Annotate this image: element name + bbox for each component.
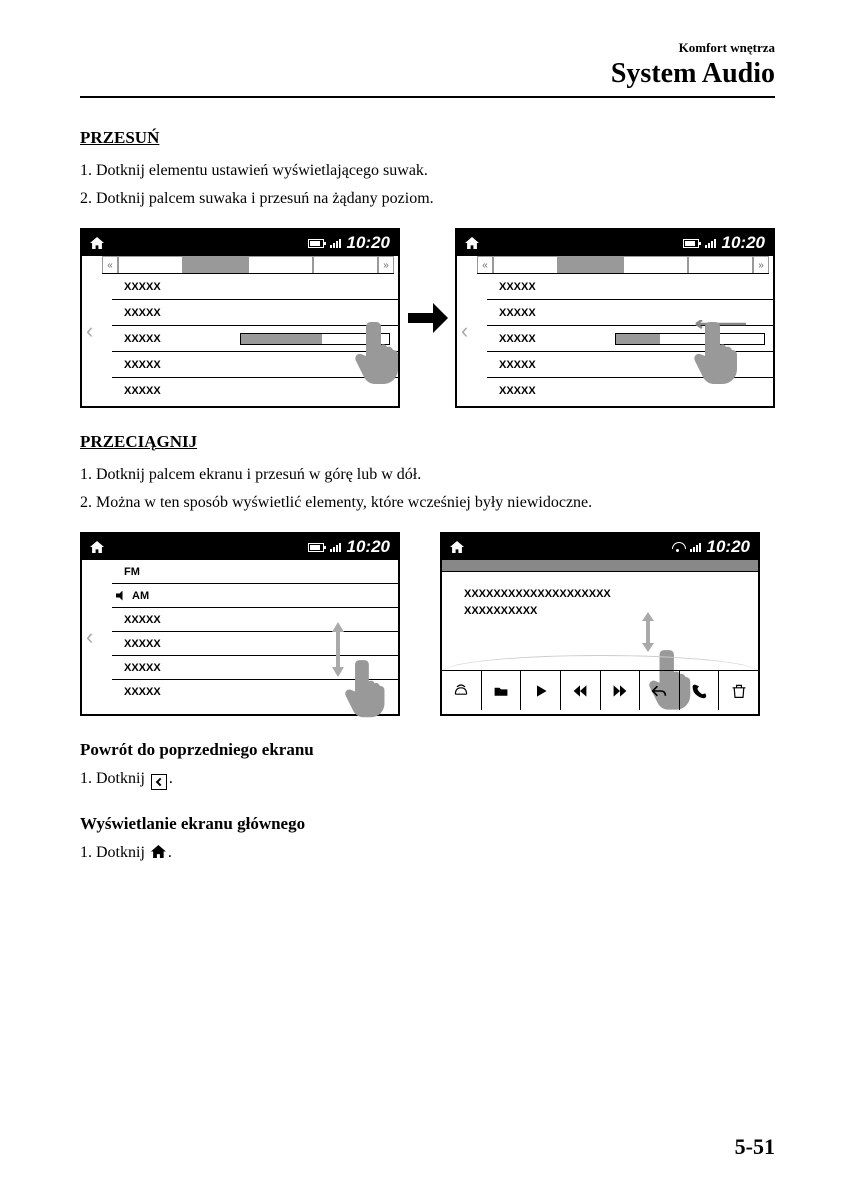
- breadcrumb: Komfort wnętrza: [80, 40, 775, 56]
- list-item: XXXXX: [112, 274, 398, 300]
- speaker-icon: [116, 591, 126, 601]
- section-drag-heading: PRZECIĄGNIJ: [80, 432, 775, 452]
- list-item: FM: [112, 560, 398, 584]
- signal-icon: [705, 239, 716, 248]
- status-bar: 10:20: [442, 534, 758, 560]
- play-button[interactable]: [521, 671, 561, 710]
- screen-slide-before: 10:20 « » ‹ XXXXX XXXXX XXXXX XXXX: [80, 228, 400, 408]
- screen-drag-list: 10:20 ‹ FM AM XXXXX XXXXX XXXXX XXXXX: [80, 532, 400, 716]
- page-header: Komfort wnętrza System Audio: [80, 40, 775, 98]
- home-step: 1. Dotknij .: [80, 844, 775, 862]
- transition-arrow-icon: [408, 303, 448, 333]
- home-icon[interactable]: [90, 541, 104, 553]
- drag-step-2: 2. Można w ten sposób wyświetlić element…: [80, 494, 775, 512]
- home-icon[interactable]: [465, 237, 479, 249]
- clock: 10:20: [722, 233, 765, 253]
- clock: 10:20: [347, 537, 390, 557]
- clock: 10:20: [707, 537, 750, 557]
- page-number: 5-51: [735, 1134, 775, 1160]
- screen-slide-after: 10:20 « » ‹ XXXXX XXXXX XXXXX: [455, 228, 775, 408]
- tab-strip[interactable]: « »: [477, 256, 769, 274]
- media-subtitle: XXXXXXXXXX: [464, 603, 758, 620]
- tab-strip[interactable]: « »: [102, 256, 394, 274]
- home-section-title: Wyświetlanie ekranu głównego: [80, 814, 775, 834]
- back-inline-icon: [151, 774, 167, 790]
- back-chevron-icon[interactable]: ‹: [86, 318, 93, 344]
- tab-prev-icon[interactable]: «: [477, 256, 493, 273]
- media-title: XXXXXXXXXXXXXXXXXXXX: [464, 586, 758, 603]
- media-controls: [442, 670, 758, 710]
- home-inline-icon: [151, 845, 166, 858]
- tab-prev-icon[interactable]: «: [102, 256, 118, 273]
- back-step: 1. Dotknij .: [80, 770, 775, 790]
- tab-next-icon[interactable]: »: [753, 256, 769, 273]
- signal-icon: [330, 239, 341, 248]
- drag-step-1: 1. Dotknij palcem ekranu i przesuń w gór…: [80, 466, 775, 484]
- finger-pointer-icon: [354, 314, 404, 384]
- back-chevron-icon[interactable]: ‹: [461, 318, 468, 344]
- clock: 10:20: [347, 233, 390, 253]
- status-bar: 10:20: [82, 230, 398, 256]
- tab-next-icon[interactable]: »: [378, 256, 394, 273]
- phone-button[interactable]: [680, 671, 720, 710]
- signal-icon: [330, 543, 341, 552]
- slide-step-2: 2. Dotknij palcem suwaka i przesuń na żą…: [80, 190, 775, 208]
- battery-icon: [308, 239, 324, 248]
- status-bar: 10:20: [457, 230, 773, 256]
- voice-button[interactable]: [442, 671, 482, 710]
- next-track-button[interactable]: [601, 671, 641, 710]
- folder-button[interactable]: [482, 671, 522, 710]
- status-bar: 10:20: [82, 534, 398, 560]
- finger-pointer-icon: [344, 652, 390, 718]
- media-header-strip: [442, 560, 758, 572]
- finger-pointer-icon: [693, 314, 743, 384]
- back-button[interactable]: [640, 671, 680, 710]
- back-section-title: Powrót do poprzedniego ekranu: [80, 740, 775, 760]
- screen-media-player: 10:20 XXXXXXXXXXXXXXXXXXXX XXXXXXXXXX: [440, 532, 760, 716]
- back-chevron-icon[interactable]: ‹: [86, 624, 93, 650]
- wifi-icon: [672, 542, 684, 552]
- prev-track-button[interactable]: [561, 671, 601, 710]
- list-item: XXXXX: [112, 608, 398, 632]
- signal-icon: [690, 543, 701, 552]
- battery-icon: [683, 239, 699, 248]
- delete-button[interactable]: [719, 671, 758, 710]
- page-title: System Audio: [80, 58, 775, 90]
- list-item: XXXXX: [487, 274, 773, 300]
- battery-icon: [308, 543, 324, 552]
- home-icon[interactable]: [450, 541, 464, 553]
- list-item: AM: [112, 584, 398, 608]
- home-icon[interactable]: [90, 237, 104, 249]
- section-slide-heading: PRZESUŃ: [80, 128, 775, 148]
- slide-step-1: 1. Dotknij elementu ustawień wyświetlają…: [80, 162, 775, 180]
